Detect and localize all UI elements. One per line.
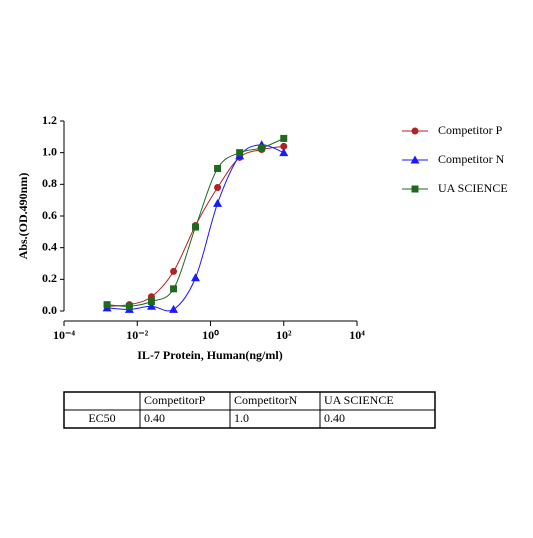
x-tick-label: 10⁻² (126, 328, 148, 342)
marker (280, 134, 288, 142)
marker (279, 148, 289, 157)
y-tick-label: 0.0 (42, 303, 57, 317)
legend-marker (410, 155, 420, 164)
marker (214, 184, 222, 191)
table-header: CompetitorP (144, 393, 206, 407)
table-header: CompetitorN (234, 393, 298, 407)
table-cell: 0.40 (324, 411, 345, 425)
marker (146, 301, 156, 310)
y-tick-label: 1.0 (42, 144, 57, 158)
x-tick-label: 10⁰ (202, 328, 219, 342)
marker (258, 144, 266, 152)
legend-label: Competitor P (438, 123, 503, 137)
marker (236, 149, 244, 157)
table-cell: 1.0 (234, 411, 249, 425)
marker (191, 273, 201, 282)
marker (280, 142, 288, 150)
marker (103, 301, 111, 309)
table-header: UA SCIENCE (324, 393, 394, 407)
legend-marker (411, 127, 419, 135)
y-tick-label: 0.8 (42, 176, 57, 190)
marker (125, 302, 133, 310)
y-axis-label: Abs.(OD.490nm) (16, 173, 30, 260)
table-cell: 0.40 (144, 411, 165, 425)
table-cell: EC50 (88, 411, 115, 425)
marker (170, 267, 178, 275)
marker (213, 198, 223, 207)
y-tick-label: 0.4 (42, 239, 57, 253)
x-tick-label: 10⁴ (349, 328, 365, 342)
marker (147, 298, 155, 305)
y-tick-label: 0.2 (42, 271, 57, 285)
marker (169, 304, 179, 313)
marker (214, 165, 222, 172)
legend-marker (411, 185, 419, 193)
x-tick-label: 10² (276, 328, 292, 342)
marker (170, 285, 178, 293)
x-tick-label: 10⁻⁴ (53, 328, 75, 342)
marker (192, 223, 200, 231)
legend-label: UA SCIENCE (438, 181, 508, 195)
x-axis-label: IL-7 Protein, Human(ng/ml) (137, 348, 282, 362)
y-tick-label: 0.6 (42, 208, 57, 222)
legend-label: Competitor N (438, 152, 505, 166)
y-tick-label: 1.2 (42, 113, 57, 127)
